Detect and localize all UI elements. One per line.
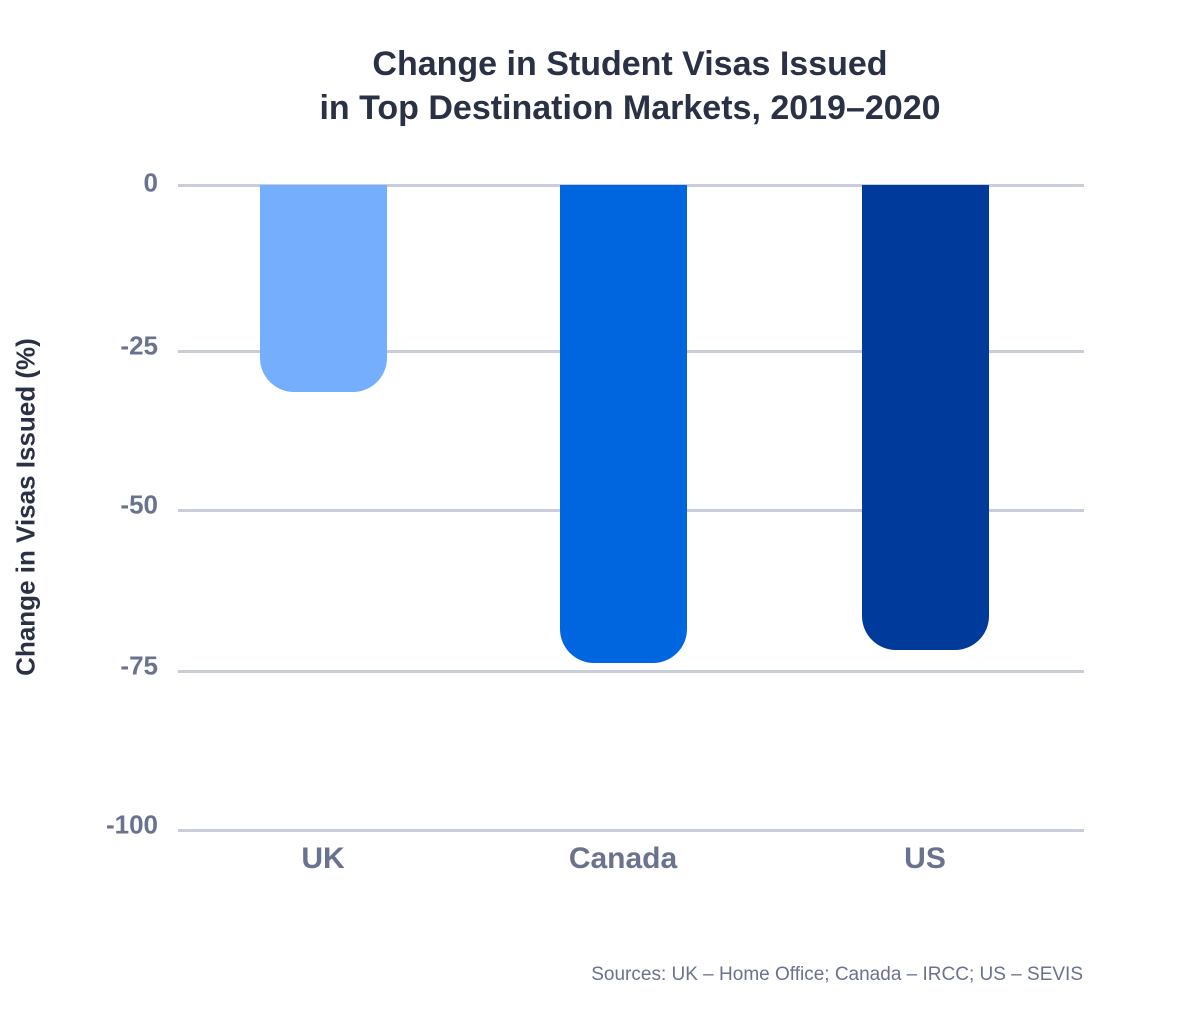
y-tick-50: -50 [120, 489, 158, 520]
bar-canada [560, 185, 687, 664]
chart-title-line2: in Top Destination Markets, 2019–2020 [319, 89, 941, 127]
bar-uk [260, 185, 387, 392]
chart-title: Change in Student Visas Issued in Top De… [0, 42, 1200, 130]
chart-title-line1: Change in Student Visas Issued [372, 45, 888, 83]
y-axis-label: Change in Visas Issued (%) [10, 338, 41, 676]
x-label-canada: Canada [568, 842, 678, 875]
y-tick-75: -75 [120, 650, 158, 681]
y-tick-25: -25 [120, 330, 158, 361]
bar-us [862, 185, 989, 651]
y-tick-100: -100 [105, 809, 158, 840]
gridline-100 [178, 829, 1084, 832]
x-label-uk: UK [301, 842, 345, 875]
y-tick-0: 0 [143, 167, 158, 198]
gridline-75 [178, 670, 1084, 673]
source-note: Sources: UK – Home Office; Canada – IRCC… [591, 964, 1083, 985]
x-label-us: US [904, 842, 946, 875]
